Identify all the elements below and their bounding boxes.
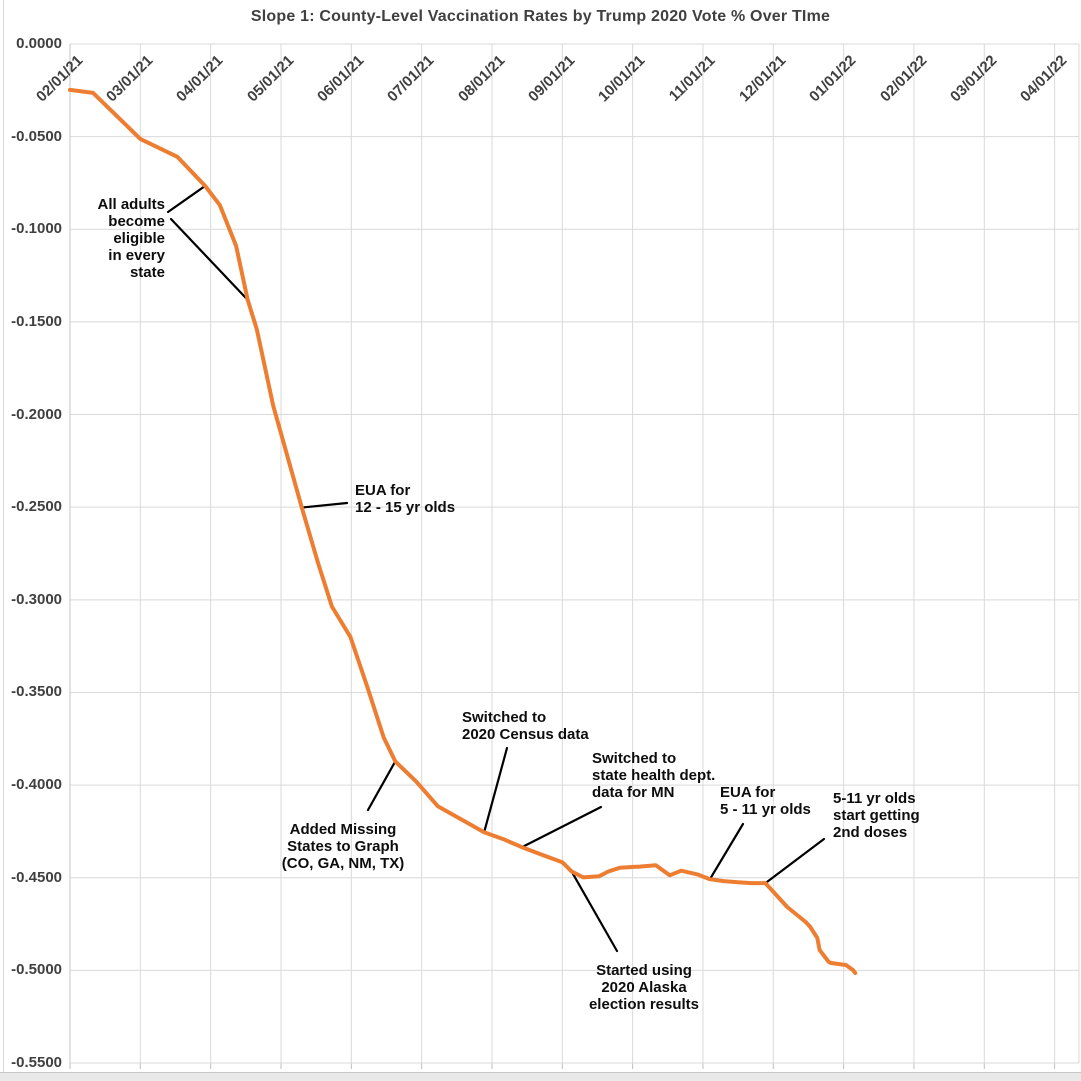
annotation-census-2020: Switched to 2020 Census data [462,709,589,743]
y-axis-tick-label: -0.3500 [11,683,62,701]
annotation-line: EUA for [720,784,776,801]
annotation-second-doses-5-11: 5-11 yr olds start getting 2nd doses [833,790,920,841]
annotation-leader-line [483,746,509,834]
annotation-eua-12-15: EUA for 12 - 15 yr olds [355,482,455,516]
annotation-line: States to Graph [287,838,399,855]
annotation-leader-line [366,760,397,812]
annotation-line: 2020 Census data [462,726,589,743]
annotation-line: EUA for [355,482,411,499]
annotation-line: start getting [833,807,920,824]
annotation-line: Added Missing [289,821,397,838]
annotation-leader-line [300,501,349,509]
annotation-line: 2020 Alaska [601,979,687,996]
annotation-line: 5 - 11 yr olds [720,801,811,818]
y-axis-tick-label: -0.2500 [11,498,62,516]
annotation-line: in every [108,247,165,264]
annotation-line: state health dept. [592,767,716,784]
y-axis-tick-label: -0.1500 [11,312,62,330]
annotation-leader-line [520,805,603,849]
annotation-leader-line [764,837,826,885]
annotation-line: 5-11 yr olds [833,790,916,807]
annotation-line: (CO, GA, NM, TX) [281,855,405,872]
worksheet-area-below-chart [0,1072,1081,1081]
annotation-alaska-2020: Started using 2020 Alaska election resul… [588,962,700,1013]
annotation-leader-line [570,870,619,953]
y-axis-tick-label: -0.5000 [11,961,62,979]
annotation-line: data for MN [592,784,675,801]
annotation-leader-line [169,217,249,301]
annotation-line: state [129,264,165,281]
y-axis-tick-label: -0.2000 [11,405,62,423]
annotation-line: become [108,213,165,230]
annotation-line: Switched to [592,750,677,767]
annotation-eua-5-11: EUA for 5 - 11 yr olds [720,784,811,818]
y-axis-tick-label: -0.3000 [11,590,62,608]
annotation-all-adults-eligible: All adults become eligible in every stat… [63,196,165,281]
annotation-line: Started using [596,962,692,979]
annotation-leader-line [708,822,745,881]
annotation-mn-health-dept: Switched to state health dept. data for … [592,750,715,801]
y-axis-tick-label: -0.1000 [11,220,62,238]
y-axis-tick-label: -0.4000 [11,776,62,794]
series-line [68,87,858,975]
annotation-line: All adults [97,196,165,213]
annotation-line: election results [588,996,700,1013]
y-axis-tick-label: -0.5500 [11,1054,62,1071]
annotation-line: 12 - 15 yr olds [355,499,456,516]
y-axis-tick-label: -0.0500 [11,127,62,145]
annotation-added-missing-states: Added Missing States to Graph (CO, GA, N… [279,821,407,872]
y-axis-tick-label: -0.4500 [11,868,62,886]
chart-left-border [3,0,4,1072]
annotation-line: Switched to [462,709,547,726]
annotation-leader-line [166,184,207,214]
chart-title: Slope 1: County-Level Vaccination Rates … [250,8,831,25]
annotation-line: eligible [113,230,165,247]
annotation-line: 2nd doses [833,824,908,841]
y-axis-tick-label: 0.0000 [16,35,62,52]
